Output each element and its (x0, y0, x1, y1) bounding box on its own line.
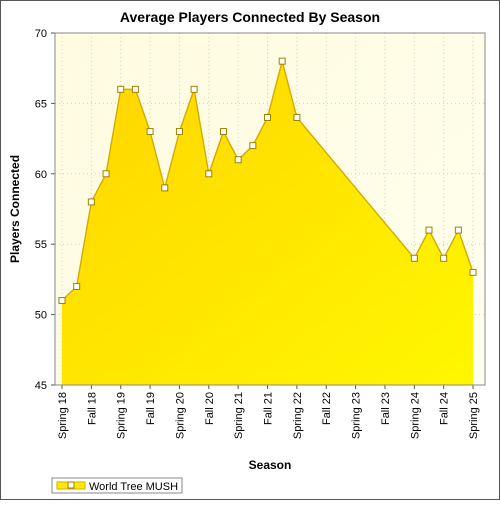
x-tick-label: Fall 23 (380, 392, 392, 425)
x-tick-label: Spring 21 (233, 392, 245, 439)
data-point (219, 128, 227, 136)
x-tick-label: Spring 25 (468, 392, 480, 439)
x-tick-label: Fall 22 (321, 392, 333, 425)
data-point (205, 170, 213, 178)
data-point (175, 128, 183, 136)
data-point (410, 254, 418, 262)
x-axis-label: Season (249, 458, 292, 472)
data-point (87, 198, 95, 206)
data-point (131, 85, 139, 93)
chart-title: Average Players Connected By Season (120, 9, 380, 25)
area-series (58, 57, 477, 385)
data-point (146, 128, 154, 136)
data-point (293, 113, 301, 121)
data-point (234, 156, 242, 164)
x-tick-label: Spring 24 (409, 392, 421, 439)
y-axis-label: Players Connected (8, 155, 22, 263)
legend-marker (67, 481, 75, 489)
data-point (249, 142, 257, 150)
x-tick-label: Fall 24 (439, 392, 451, 425)
x-tick-label: Spring 18 (57, 392, 69, 439)
y-tick-label: 50 (35, 310, 47, 322)
y-tick-label: 60 (35, 169, 47, 181)
x-tick-label: Spring 19 (116, 392, 128, 439)
data-point (73, 282, 81, 290)
data-point (117, 85, 125, 93)
y-tick-label: 55 (35, 239, 47, 251)
data-point (454, 226, 462, 234)
data-point (161, 184, 169, 192)
data-point (469, 268, 477, 276)
data-point (425, 226, 433, 234)
y-tick-label: 65 (35, 98, 47, 110)
x-tick-label: Fall 18 (86, 392, 98, 425)
area-fill (62, 61, 474, 385)
y-tick-label: 70 (35, 28, 47, 40)
data-point (102, 170, 110, 178)
legend-label: World Tree MUSH (89, 481, 178, 493)
x-tick-label: Spring 20 (174, 392, 186, 439)
x-tick-label: Spring 23 (351, 392, 363, 439)
x-axis: Spring 18 Fall 18 Spring 19 Fall 19 Spring 2… (57, 385, 480, 439)
data-point (58, 297, 66, 305)
series-line (61, 58, 474, 302)
y-tick-label: 45 (35, 380, 47, 392)
x-tick-label: Fall 21 (263, 392, 275, 425)
data-point (278, 57, 286, 65)
y-axis: 45 50 55 60 65 70 (35, 28, 55, 392)
x-tick-label: Fall 19 (145, 392, 157, 425)
legend: World Tree MUSH (51, 477, 183, 494)
plot-border (54, 32, 486, 386)
x-tick-label: Fall 20 (204, 392, 216, 425)
data-point (440, 254, 448, 262)
data-point (264, 113, 272, 121)
x-tick-label: Spring 22 (292, 392, 304, 439)
data-point (190, 85, 198, 93)
